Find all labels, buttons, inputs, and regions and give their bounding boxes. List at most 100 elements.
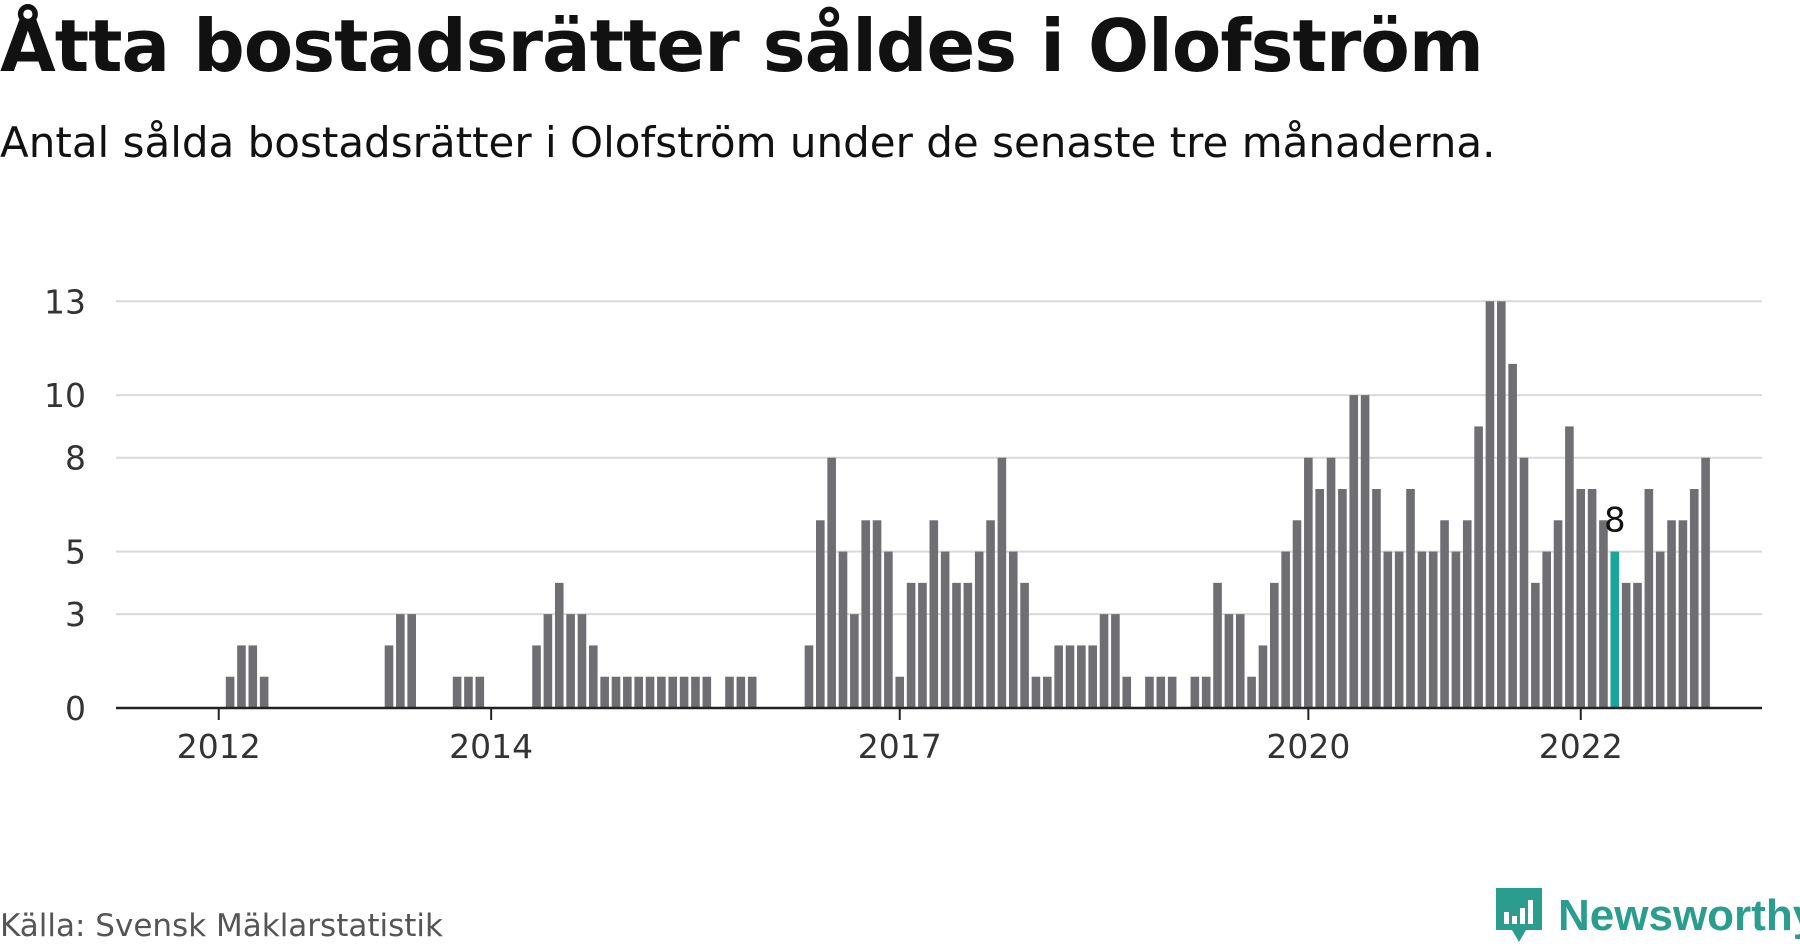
bar [1349, 395, 1359, 708]
bar [1065, 645, 1075, 708]
bar [1678, 520, 1688, 708]
bar [963, 582, 973, 708]
bar [1451, 551, 1461, 708]
data-labels: 8 [1604, 501, 1626, 541]
y-tick-label: 8 [65, 439, 86, 478]
chart-subtitle: Antal sålda bostadsrätter i Olofström un… [0, 118, 1496, 167]
bar [1099, 614, 1109, 708]
y-tick-label: 5 [65, 533, 86, 572]
bar [1281, 551, 1290, 708]
bar [702, 676, 712, 708]
bar [918, 582, 927, 708]
bar [1304, 457, 1313, 708]
bar [1190, 676, 1200, 708]
bar [1088, 645, 1097, 708]
bar [554, 582, 564, 708]
bar [259, 676, 269, 708]
bar [464, 676, 473, 708]
bar [884, 551, 893, 708]
bar [1633, 582, 1642, 708]
bar [1497, 301, 1506, 708]
bar [532, 645, 541, 708]
bar [577, 614, 587, 708]
bar [804, 645, 814, 708]
bar [611, 676, 621, 708]
bar [1247, 676, 1256, 708]
bar [1406, 489, 1415, 708]
x-tick-label: 2014 [449, 727, 533, 766]
y-tick-label: 13 [44, 282, 86, 321]
bar [668, 676, 678, 708]
bar [940, 551, 950, 708]
bar [850, 614, 859, 708]
brand-logo[interactable]: Newsworthy [1494, 886, 1800, 946]
bar [1145, 676, 1154, 708]
bar [906, 582, 916, 708]
bar [1031, 676, 1041, 708]
bar [1111, 614, 1120, 708]
bar [1292, 520, 1302, 708]
bar [1020, 582, 1029, 708]
bar-highlight [1610, 551, 1620, 708]
bar [1689, 489, 1699, 708]
bar [1587, 489, 1597, 708]
bar [691, 676, 700, 708]
bar [1599, 520, 1608, 708]
bar [1394, 551, 1404, 708]
bar [872, 520, 882, 708]
bar [1338, 489, 1347, 708]
bar [1383, 551, 1393, 708]
bar [1667, 520, 1676, 708]
highlight-value-label: 8 [1604, 501, 1626, 541]
bar [725, 676, 734, 708]
bar [861, 520, 870, 708]
bar [1270, 582, 1279, 708]
bars [225, 301, 1710, 708]
bar [657, 676, 666, 708]
bar [623, 676, 632, 708]
bar [645, 676, 655, 708]
source-note: Källa: Svensk Mäklarstatistik [0, 908, 443, 944]
bar [1122, 676, 1132, 708]
bar [384, 645, 394, 708]
bar [475, 676, 485, 708]
bar [1519, 457, 1529, 708]
bar [396, 614, 405, 708]
bar [747, 676, 757, 708]
x-axis-ticks: 2012 2014 2017 2020 2022 [177, 708, 1623, 766]
brand-name: Newsworthy [1558, 891, 1800, 940]
x-tick-label: 2020 [1266, 727, 1350, 766]
bar [1485, 301, 1495, 708]
bar [1258, 645, 1268, 708]
bar [1553, 520, 1563, 708]
bar [1235, 614, 1245, 708]
bar [1565, 426, 1574, 708]
bar [1008, 551, 1018, 708]
bar [1167, 676, 1177, 708]
bar [1224, 614, 1234, 708]
bar [1542, 551, 1551, 708]
bar [1201, 676, 1211, 708]
y-tick-label: 10 [44, 376, 86, 415]
bar [1315, 489, 1324, 708]
bar [1428, 551, 1438, 708]
x-tick-label: 2012 [177, 727, 261, 766]
bar [1077, 645, 1086, 708]
bar [1326, 457, 1336, 708]
bar [1360, 395, 1370, 708]
bar [816, 520, 825, 708]
bar [974, 551, 984, 708]
bar [634, 676, 643, 708]
bar [1213, 582, 1222, 708]
newsworthy-logo-icon [1496, 888, 1542, 942]
bar [736, 676, 746, 708]
bar [1156, 676, 1166, 708]
bar [1644, 489, 1654, 708]
bar [1621, 582, 1631, 708]
bar [600, 676, 609, 708]
bar [1417, 551, 1427, 708]
bar [1474, 426, 1483, 708]
y-tick-label: 0 [65, 689, 86, 728]
bar [997, 457, 1007, 708]
bar [1043, 676, 1052, 708]
